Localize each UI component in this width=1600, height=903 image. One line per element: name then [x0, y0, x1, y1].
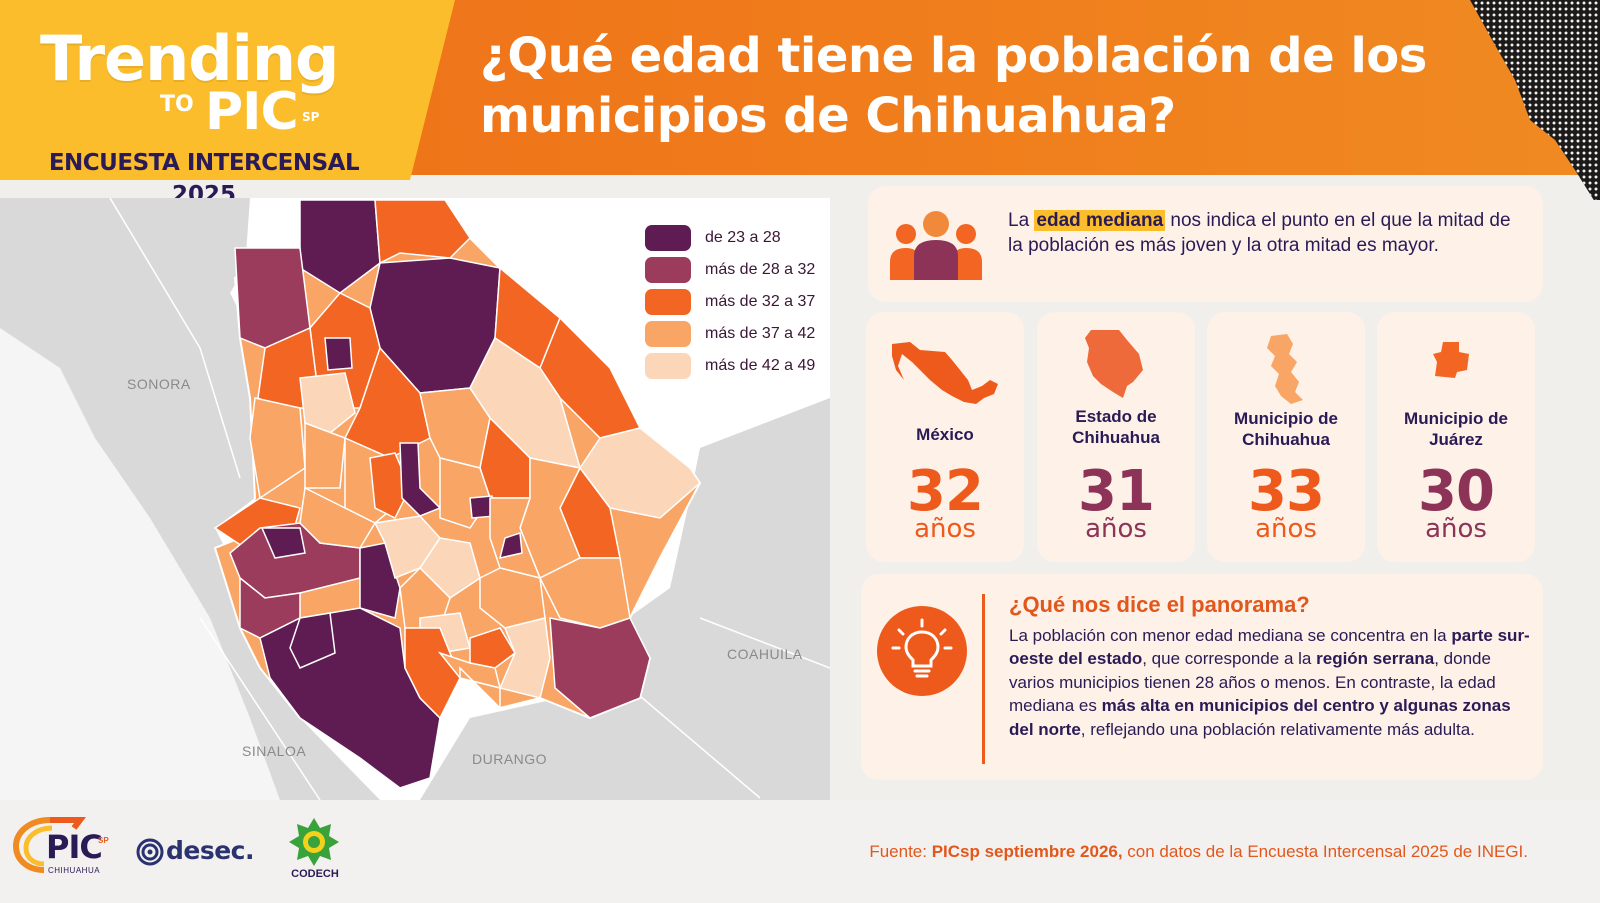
municipality [260, 527, 306, 559]
stat-value: 30 [1418, 459, 1495, 524]
stat-card-juarez: Municipio de Juárez 30 años [1377, 312, 1535, 562]
page-title: ¿Qué edad tiene la población de los muni… [480, 28, 1427, 144]
lightbulb-icon [891, 618, 953, 678]
legend-item: más de 28 a 32 [645, 254, 815, 286]
pic-logo-sup: SP [98, 836, 109, 845]
stat-unit: años [1085, 514, 1147, 544]
people-group-icon [890, 211, 982, 280]
choropleth-map: SONORA SINALOA DURANGO COAHUILA [0, 198, 830, 800]
state-label-sonora: SONORA [127, 376, 191, 392]
legend-swatch [645, 353, 691, 379]
source-prefix: Fuente: [869, 842, 932, 861]
pic-logo-sub: CHIHUAHUA [48, 866, 101, 875]
panorama-text: , reflejando una población relativamente… [1080, 719, 1475, 739]
municipality [369, 452, 411, 520]
codech-logo-icon [289, 818, 339, 866]
desec-logo: desec. [166, 836, 255, 865]
municipality [437, 651, 502, 690]
stat-name: Municipio de Chihuahua [1234, 409, 1338, 449]
panorama-body: La población con menor edad mediana se c… [1009, 624, 1534, 741]
brand-to: TO [160, 92, 194, 117]
lightbulb-badge [877, 606, 967, 696]
brand-pic: PIC [205, 82, 299, 142]
stat-unit: años [1255, 514, 1317, 544]
source-citation: Fuente: PICsp septiembre 2026, con datos… [869, 842, 1528, 862]
panorama-emphasis: más alta en municipios del centro y algu… [1009, 696, 1511, 739]
sea-gulf [0, 328, 280, 800]
stat-name: Estado de Chihuahua [1072, 407, 1160, 447]
pic-logo-swirl-icon [12, 817, 86, 873]
neighbor-border-lines [109, 198, 830, 800]
definition-panel: La edad mediana nos indica el punto en e… [868, 186, 1543, 302]
municipality [304, 421, 346, 489]
legend-label: de 23 a 28 [705, 229, 781, 246]
legend-swatch [645, 321, 691, 347]
footer [0, 800, 1600, 903]
stat-value: 31 [1078, 459, 1155, 524]
legend-swatch [645, 289, 691, 315]
legend-swatch [645, 257, 691, 283]
definition-before: La [1008, 210, 1035, 231]
stat-card-chihuahua: Municipio de Chihuahua 33 años [1207, 312, 1365, 562]
source-bold: PICsp septiembre 2026, [931, 842, 1123, 861]
neighbor-land-east [420, 398, 830, 800]
brand-trending: Trending [40, 22, 339, 95]
panorama-panel: ¿Qué nos dice el panorama? La población … [861, 574, 1543, 780]
stat-card-mexico: México 32 años [866, 312, 1024, 562]
stat-unit: años [1425, 514, 1487, 544]
definition-highlight: edad mediana [1034, 210, 1166, 231]
legend-item: más de 37 a 42 [645, 318, 815, 350]
mexico-map-icon [892, 342, 998, 404]
stat-card-state: Estado de Chihuahua 31 años [1037, 312, 1195, 562]
brand-sp: SP [302, 110, 320, 124]
legend-label: más de 28 a 32 [705, 261, 816, 278]
municipality [498, 531, 523, 560]
legend-item: de 23 a 28 [645, 222, 815, 254]
legend-swatch [645, 225, 691, 251]
pic-logo: PIC [46, 828, 103, 866]
definition-text: La edad mediana nos indica el punto en e… [1008, 208, 1528, 258]
source-rest: con datos de la Encuesta Intercensal 202… [1122, 842, 1528, 861]
panorama-emphasis: región serrana [1316, 649, 1435, 669]
stat-value: 32 [907, 459, 984, 524]
legend-label: más de 32 a 37 [705, 293, 816, 310]
municipality [404, 627, 461, 720]
municipality [324, 337, 353, 371]
stat-unit: años [914, 514, 976, 544]
map-legend: de 23 a 28 más de 28 a 32 más de 32 a 37… [645, 222, 815, 382]
panorama-text: , que corresponde a la [1142, 649, 1317, 669]
stat-value: 33 [1248, 459, 1325, 524]
municipality [498, 617, 551, 699]
desec-logo-icon [136, 838, 164, 866]
survey-name: ENCUESTA INTERCENSAL [48, 150, 360, 176]
panorama-text: La población con menor edad mediana se c… [1009, 626, 1452, 645]
legend-item: más de 42 a 49 [645, 350, 815, 382]
stat-name: Municipio de Juárez [1404, 409, 1508, 449]
legend-label: más de 37 a 42 [705, 325, 816, 342]
panorama-title: ¿Qué nos dice el panorama? [1009, 592, 1310, 617]
chihuahua-state-icon [1085, 330, 1143, 398]
state-label-coahuila: COAHUILA [727, 646, 803, 662]
municipality [459, 666, 501, 710]
panorama-emphasis: parte sur-oeste del estado [1009, 626, 1530, 669]
codech-logo: CODECH [291, 868, 339, 880]
map-svg [0, 198, 830, 800]
municipality [399, 566, 451, 629]
panorama-text: , donde varios municipios tienen 28 años… [1009, 649, 1496, 716]
municipality [549, 617, 651, 719]
stat-name: México [916, 425, 974, 444]
state-label-durango: DURANGO [472, 751, 548, 767]
juarez-municipality-icon [1433, 342, 1469, 378]
state-label-sinaloa: SINALOA [242, 743, 307, 759]
municipality [249, 397, 306, 500]
municipality [289, 612, 336, 669]
panorama-divider [982, 594, 985, 764]
legend-item: más de 32 a 37 [645, 286, 815, 318]
municipality [469, 627, 516, 669]
definition-after: nos indica el punto en el que la mitad d… [1008, 210, 1511, 256]
legend-label: más de 42 a 49 [705, 357, 816, 374]
municipality [299, 372, 356, 434]
brand-panel [0, 0, 455, 180]
chihuahua-municipality-icon [1267, 334, 1303, 404]
